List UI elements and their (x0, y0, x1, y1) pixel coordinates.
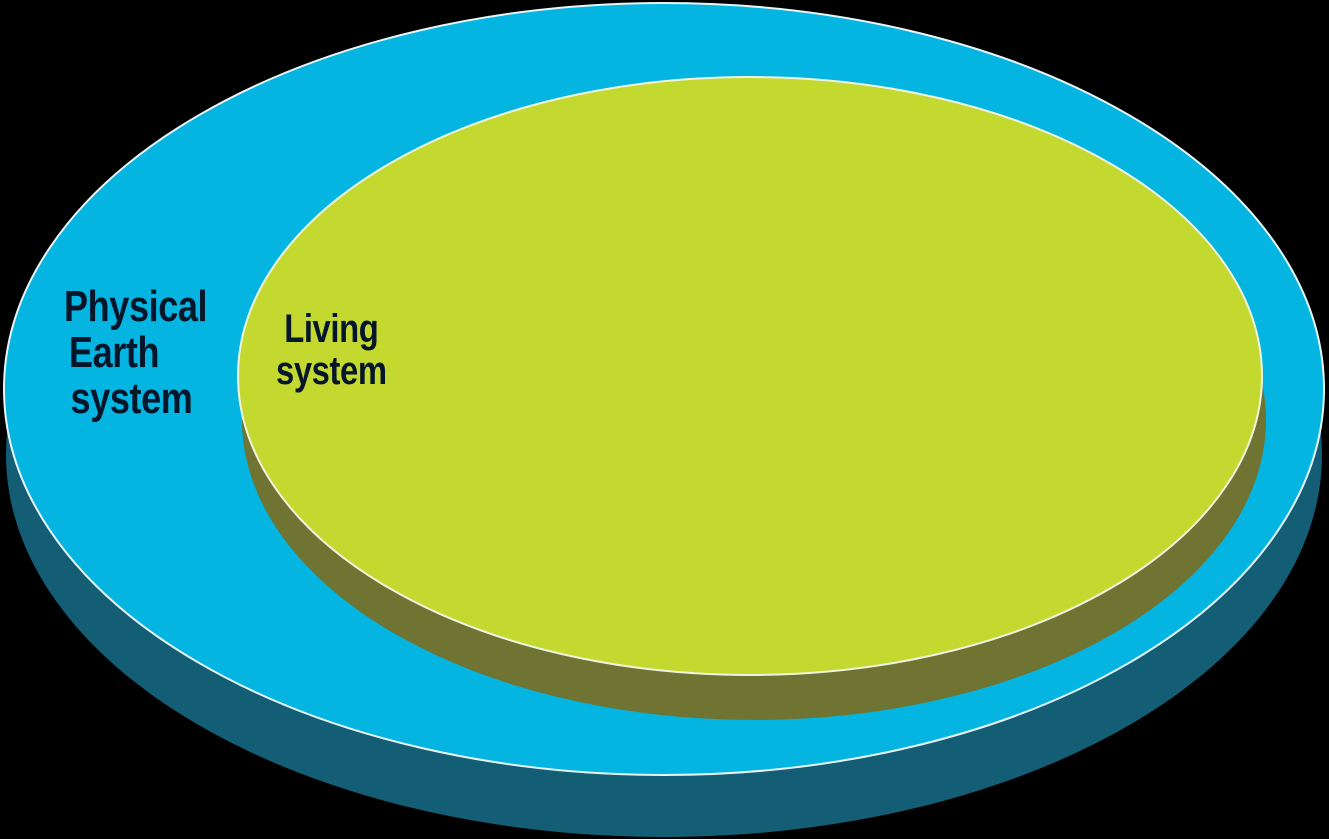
inner-label-line-2: system (276, 349, 387, 393)
inner-label-line-1: Living (284, 307, 379, 351)
outer-label-line-1: Physical (64, 282, 208, 331)
outer-label-line-3: system (70, 374, 193, 423)
living-system-label: Living system (276, 308, 387, 392)
inner-disc-top (237, 76, 1263, 676)
outer-label-line-2: Earth (68, 328, 160, 377)
physical-earth-system-label: Physical Earth system (64, 282, 208, 423)
